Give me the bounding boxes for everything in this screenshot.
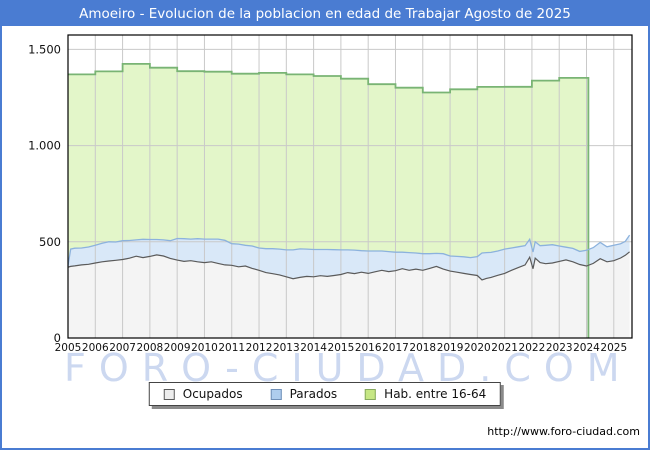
area-parados	[68, 235, 630, 280]
legend-label-parados: Parados	[289, 387, 338, 401]
x-axis-tick-label: 2013	[273, 342, 300, 354]
legend-swatch-hab-entre-16-64	[365, 388, 377, 400]
x-axis-tick-label: 2017	[382, 342, 409, 354]
x-axis-tick-label: 2014	[300, 342, 327, 354]
x-axis-tick-label: 2015	[328, 342, 355, 354]
x-axis-tick-label: 2024	[573, 342, 600, 354]
x-axis-tick-label: 2012	[246, 342, 273, 354]
footer: http://www.foro-ciudad.com	[487, 420, 640, 439]
x-axis-tick-label: 2006	[82, 342, 109, 354]
legend-swatch-ocupados	[163, 388, 175, 400]
legend-item-parados: Parados	[270, 387, 338, 401]
chart-title-bar: Amoeiro - Evolucion de la poblacion en e…	[2, 2, 648, 26]
area-ocupados	[68, 251, 630, 338]
x-axis-tick-label: 2011	[218, 342, 245, 354]
x-axis-tick-label: 2025	[600, 342, 627, 354]
line-parados	[67, 234, 631, 266]
y-axis-tick-label: 1.500	[28, 42, 61, 56]
plot-border	[67, 34, 633, 339]
x-axis-tick-label: 2009	[164, 342, 191, 354]
legend-item-ocupados: Ocupados	[163, 387, 243, 401]
legend-label-ocupados: Ocupados	[182, 387, 243, 401]
y-axis-tick-label: 0	[54, 331, 61, 345]
legend-label-hab-entre-16-64: Hab. entre 16-64	[384, 387, 487, 401]
x-axis-tick-label: 2008	[137, 342, 164, 354]
x-axis-tick-label: 2005	[55, 342, 82, 354]
x-axis-tick-label: 2019	[437, 342, 464, 354]
y-axis-tick-label: 1.000	[28, 139, 61, 153]
chart-title: Amoeiro - Evolucion de la poblacion en e…	[79, 6, 571, 22]
legend-item-hab-entre-16-64: Hab. entre 16-64	[365, 387, 486, 401]
legend-swatch-parados	[270, 388, 282, 400]
y-axis-tick-label: 500	[39, 235, 61, 249]
x-axis-tick-label: 2020	[464, 342, 491, 354]
x-axis-tick-label: 2023	[546, 342, 573, 354]
line-hab-16-64	[68, 63, 590, 338]
footer-url[interactable]: http://www.foro-ciudad.com	[487, 425, 640, 438]
x-axis-tick-label: 2018	[409, 342, 436, 354]
x-axis-tick-label: 2007	[109, 342, 136, 354]
chart-legend: Ocupados Parados Hab. entre 16-64	[148, 382, 502, 406]
x-axis-tick-label: 2021	[491, 342, 518, 354]
x-axis-tick-label: 2010	[191, 342, 218, 354]
x-axis-tick-label: 2016	[355, 342, 382, 354]
line-ocupados	[67, 251, 630, 281]
x-axis-tick-label: 2022	[519, 342, 546, 354]
